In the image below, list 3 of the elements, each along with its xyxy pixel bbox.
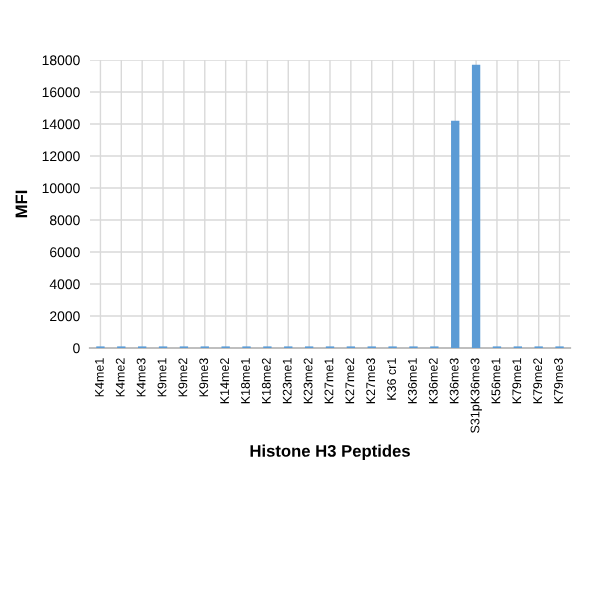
y-axis-title: MFI bbox=[15, 190, 28, 218]
x-axis-title: Histone H3 Peptides bbox=[250, 444, 410, 461]
bar bbox=[451, 120, 460, 348]
